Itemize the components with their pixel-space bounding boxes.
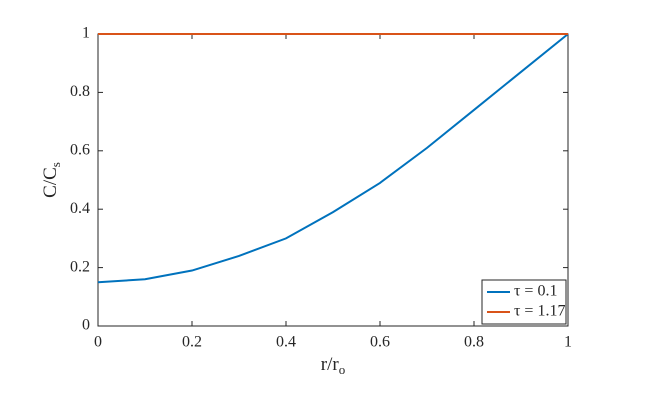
legend-box <box>481 279 567 325</box>
x-tick-label: 0.6 <box>370 334 390 351</box>
plot-box <box>97 33 569 327</box>
legend-label: τ = 1.17 <box>514 303 565 320</box>
y-label-text: C/C <box>40 167 61 198</box>
x-tick-label: 0 <box>94 334 102 351</box>
x-tick-label: 1 <box>564 334 572 351</box>
x-label-sub: o <box>339 362 346 377</box>
x-label-text: r/r <box>321 354 340 375</box>
y-tick-label: 0 <box>82 317 90 334</box>
series-line <box>97 33 569 284</box>
x-axis-label: r/ro <box>321 354 345 377</box>
y-tick-label: 0.8 <box>70 83 90 100</box>
y-tick-label: 1 <box>82 25 90 42</box>
x-tick-label: 0.8 <box>464 334 484 351</box>
y-tick-label: 0.4 <box>70 200 90 217</box>
y-tick-label: 0.2 <box>70 258 90 275</box>
x-tick-label: 0.4 <box>276 334 296 351</box>
y-tick-label: 0.6 <box>70 141 90 158</box>
x-tick-label: 0.2 <box>182 334 202 351</box>
legend-label: τ = 0.1 <box>514 283 557 300</box>
y-label-sub: s <box>48 162 63 167</box>
y-axis-label: C/Cs <box>40 162 63 198</box>
